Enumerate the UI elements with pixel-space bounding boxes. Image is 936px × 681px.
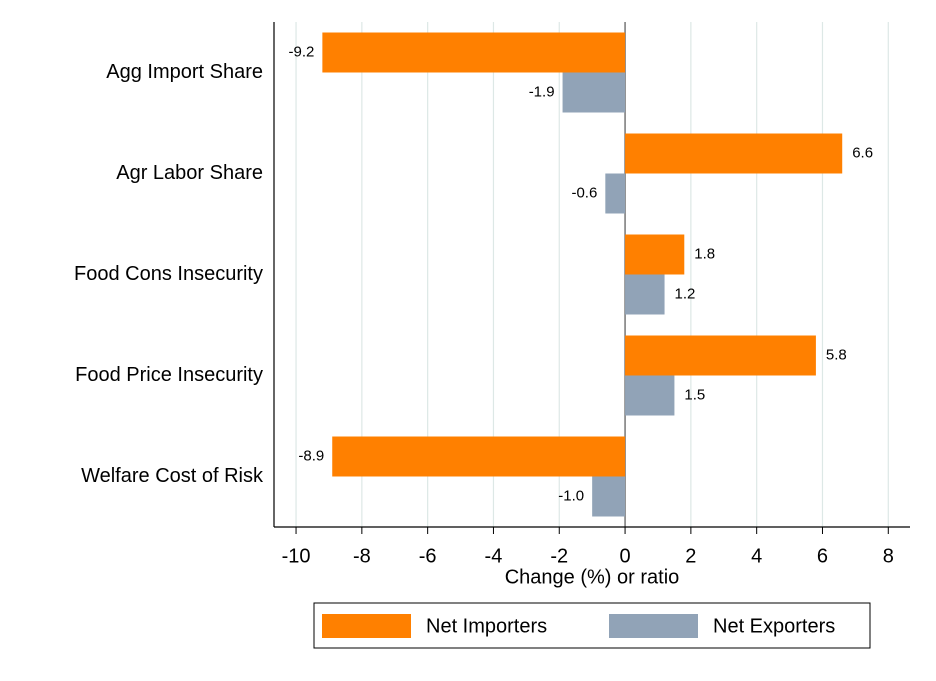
value-label: -8.9 <box>298 447 324 464</box>
value-label: -9.2 <box>289 43 315 60</box>
x-tick-label: 2 <box>685 545 696 567</box>
bar <box>562 72 626 113</box>
y-tick-label: Agr Labor Share <box>116 162 263 184</box>
bar <box>322 32 626 73</box>
value-label: 1.2 <box>675 285 696 302</box>
x-tick-label: 6 <box>817 545 828 567</box>
bar <box>332 436 626 477</box>
legend-swatch <box>609 614 698 638</box>
y-tick-label: Agg Import Share <box>106 61 263 83</box>
x-tick-label: -4 <box>485 545 503 567</box>
x-tick-label: 8 <box>883 545 894 567</box>
bar <box>625 234 685 275</box>
y-tick-label: Welfare Cost of Risk <box>81 465 264 487</box>
bar <box>592 476 626 517</box>
y-tick-label: Food Price Insecurity <box>75 364 263 386</box>
x-tick-label: -6 <box>419 545 437 567</box>
x-tick-label: 0 <box>620 545 631 567</box>
legend-swatch <box>322 614 411 638</box>
value-label: 5.8 <box>826 346 847 363</box>
x-tick-label: 4 <box>751 545 762 567</box>
x-tick-label: -2 <box>550 545 568 567</box>
y-tick-label: Food Cons Insecurity <box>74 263 263 285</box>
value-label: -1.9 <box>529 83 555 100</box>
bar <box>625 375 675 416</box>
value-label: 6.6 <box>852 144 873 161</box>
bar <box>605 173 626 214</box>
x-axis-title: Change (%) or ratio <box>505 566 680 588</box>
value-label: 1.8 <box>694 245 715 262</box>
x-tick-label: -8 <box>353 545 371 567</box>
legend-label: Net Exporters <box>713 615 835 637</box>
bar <box>625 133 843 174</box>
value-label: -0.6 <box>571 184 597 201</box>
legend-label: Net Importers <box>426 615 547 637</box>
bar <box>625 274 665 315</box>
x-tick-label: -10 <box>282 545 311 567</box>
value-label: -1.0 <box>558 487 584 504</box>
bar <box>625 335 816 376</box>
value-label: 1.5 <box>684 386 705 403</box>
